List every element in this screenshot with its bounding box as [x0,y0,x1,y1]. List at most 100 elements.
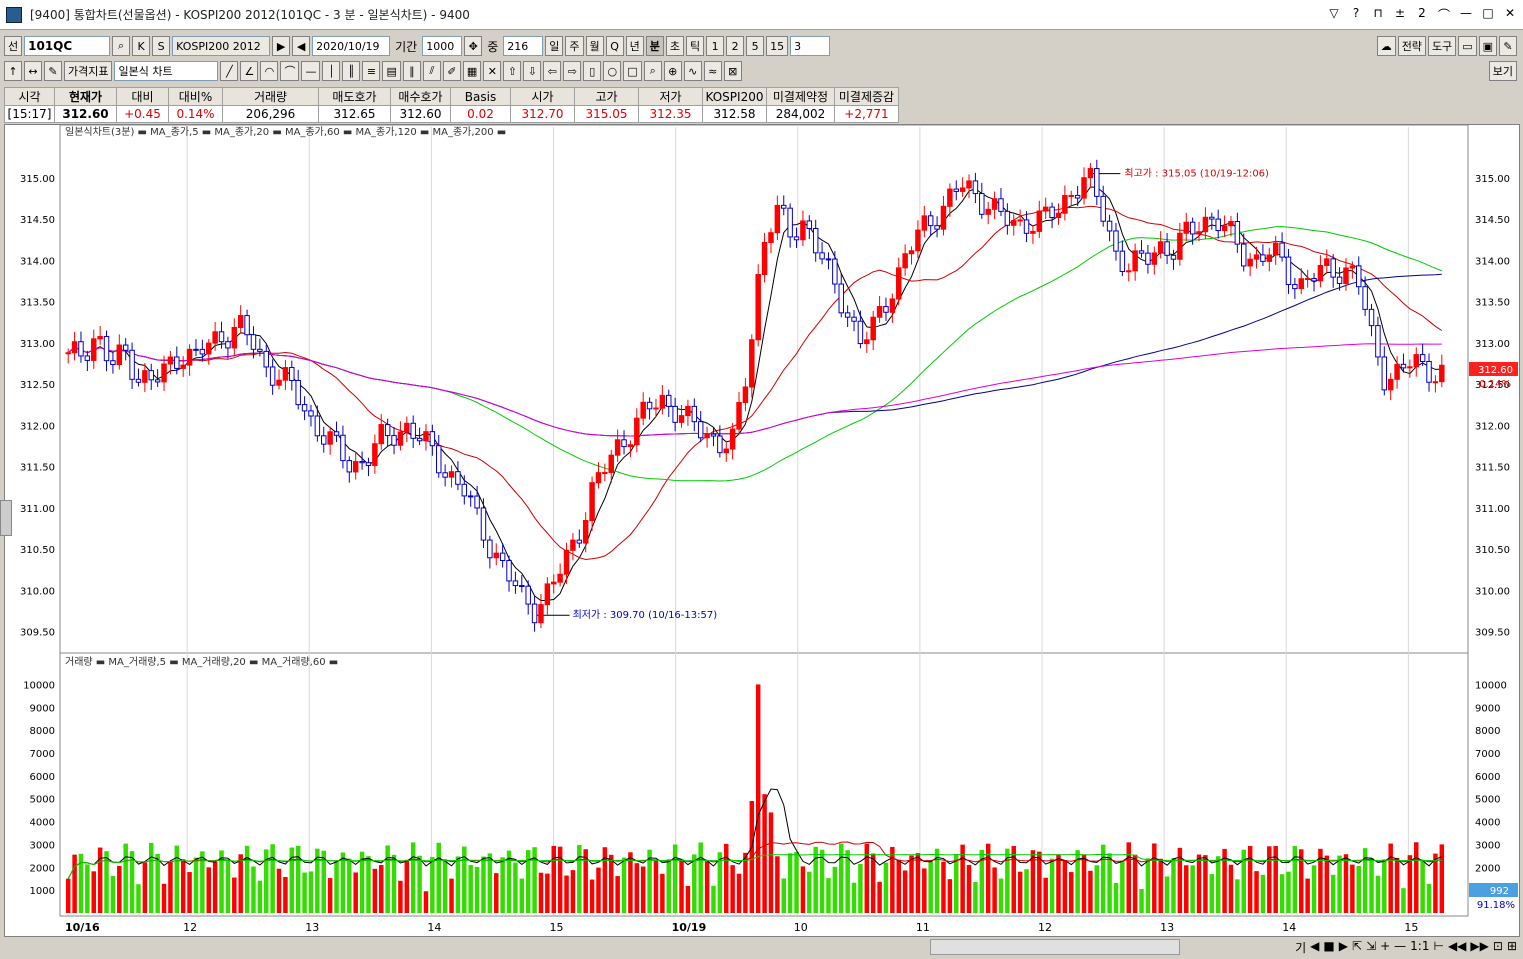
nav-stop-icon[interactable]: ■ [1323,939,1335,953]
nav-zoom-out-icon[interactable]: ⇲ [1366,939,1377,953]
group-icon[interactable]: 2 [1418,6,1426,20]
vol-tick-left: 8000 [30,726,55,737]
interval-second[interactable]: 초 [665,36,685,56]
nav-first-icon[interactable]: ◀◀ [1447,939,1467,953]
date-field[interactable]: 2020/10/19 [312,36,391,56]
indicator-button[interactable]: 가격지표 [64,61,113,81]
edit-icon[interactable]: ✎ [44,61,62,81]
chart-type-select[interactable]: 일본식 차트 [114,61,219,81]
search-icon[interactable]: ⌕ [112,36,131,56]
eraser-icon[interactable]: ✕ [483,61,502,81]
interval-quarter[interactable]: Q [605,36,624,56]
parallel-tool-icon[interactable]: ⫽ [422,61,441,81]
arrow-right-icon[interactable]: ⇨ [563,61,582,81]
table-tool-icon[interactable]: ▤ [382,61,401,81]
chart-svg[interactable]: 315.00 315.00 314.50 314.50 314.00 314.00 313.… [5,124,1519,936]
strategy-button[interactable]: 전략 [1397,36,1426,56]
interval-day[interactable]: 일 [545,36,564,56]
nav-minus-icon[interactable]: — [1394,939,1407,953]
next-icon[interactable]: ▶ [272,36,291,56]
interval-select[interactable]: 3 [790,36,831,56]
pin-icon[interactable]: ▽ [1329,6,1339,20]
channel-tool-icon[interactable]: ∥ [402,61,421,81]
candle-body [1349,265,1356,269]
share-icon[interactable]: ⌒ [1437,8,1450,22]
hline-tool-icon[interactable]: — [301,61,321,81]
pen-tool-icon[interactable]: ✐ [442,61,461,81]
interval-tick[interactable]: 틱 [686,36,705,56]
help-icon[interactable]: ? [1352,6,1360,20]
layout-icon[interactable]: ⊓ [1373,6,1383,20]
volume-bar [1100,844,1106,913]
crosshair-icon[interactable]: ✥ [464,36,483,56]
wave-icon[interactable]: ∿ [683,61,702,81]
arc-tool-icon[interactable]: ◠ [260,61,279,81]
delete-drawing-icon[interactable]: ⊠ [723,61,742,81]
code-field[interactable]: 101QC [24,36,111,56]
grid-tool-icon[interactable]: ║ [342,61,361,81]
zoom-icon[interactable]: ⌕ [643,61,662,81]
nav-slider-icon[interactable]: ⊢ [1433,939,1444,953]
zoom-area-icon[interactable]: ⊕ [663,61,682,81]
arrow-down-icon[interactable]: ⇩ [523,61,542,81]
cloud-icon[interactable]: ☁ [1376,36,1396,56]
vline-tool-icon[interactable]: │ [322,61,341,81]
nav-zoom-in-icon[interactable]: ⇱ [1351,939,1363,953]
chart-area[interactable]: 315.00 315.00 314.50 314.50 314.00 314.00 313.… [4,124,1520,937]
close-icon[interactable]: ✕ [1504,6,1516,20]
interval-month[interactable]: 월 [585,36,604,56]
palette-icon[interactable]: ▦ [462,61,482,81]
nav-play-icon[interactable]: ▶ [1338,939,1348,953]
volume-bar [1139,888,1144,913]
rect-tool-icon[interactable]: □ [623,61,642,81]
up-arrow-icon[interactable]: ↑ [4,61,22,81]
nav-plus-icon[interactable]: + [1380,939,1391,953]
wave2-icon[interactable]: ≈ [703,61,722,81]
nav-last-icon[interactable]: ▶▶ [1470,939,1489,953]
volume-bar [193,857,199,913]
minimize-icon[interactable]: — [1460,6,1472,20]
prev-icon[interactable]: ◀ [292,36,311,56]
volume-bar [1158,858,1163,913]
candle-body [806,220,813,229]
volume-bar [870,853,876,913]
fibo-tool-icon[interactable]: ≡ [362,61,381,81]
note-icon[interactable]: ▯ [583,61,602,81]
interval-15[interactable]: 15 [766,36,789,56]
maximize-icon[interactable]: □ [1482,6,1494,20]
side-panel-toggle[interactable] [0,500,12,536]
candle-body [461,483,468,497]
select-button[interactable]: 선 [4,36,23,56]
view-button[interactable]: 보기 [1488,61,1517,81]
candle-body [525,585,531,605]
fan-tool-icon[interactable]: ⌒ [280,61,300,81]
line-tool-icon[interactable]: ╱ [220,61,239,81]
s-button[interactable]: S [152,36,171,56]
k-button[interactable]: K [132,36,151,56]
nav-capture-icon[interactable]: ⊡ [1492,939,1503,953]
nav-prev-icon[interactable]: ◀ [1310,939,1320,953]
folder-icon[interactable]: ▭ [1458,36,1477,56]
interval-minute[interactable]: 분 [645,36,664,56]
interval-week[interactable]: 주 [565,36,584,56]
expand-icon[interactable]: ↔ [24,61,42,81]
period-field[interactable]: 1000 [422,36,463,56]
arrow-up-icon[interactable]: ⇧ [503,61,522,81]
interval-5[interactable]: 5 [746,36,765,56]
candle-body [729,428,736,450]
save-icon[interactable]: ▣ [1478,36,1497,56]
tools-button[interactable]: 도구 [1427,36,1457,56]
interval-2[interactable]: 2 [726,36,745,56]
interval-1[interactable]: 1 [706,36,725,56]
nav-layout-icon[interactable]: ⊞ [1506,939,1517,953]
wrench-icon[interactable]: ✎ [1499,36,1517,56]
arrow-left-icon[interactable]: ⇦ [543,61,562,81]
interval-year[interactable]: 년 [625,36,644,56]
nav-ratio[interactable]: 1:1 [1410,939,1430,953]
link-icon[interactable]: ± [1394,6,1406,20]
horizontal-scrollbar[interactable] [930,939,1180,955]
count-field[interactable]: 216 [503,36,544,56]
angle-tool-icon[interactable]: ∠ [240,61,259,81]
circle-tool-icon[interactable]: ○ [603,61,622,81]
nav-basic[interactable]: 기 [1295,941,1307,955]
